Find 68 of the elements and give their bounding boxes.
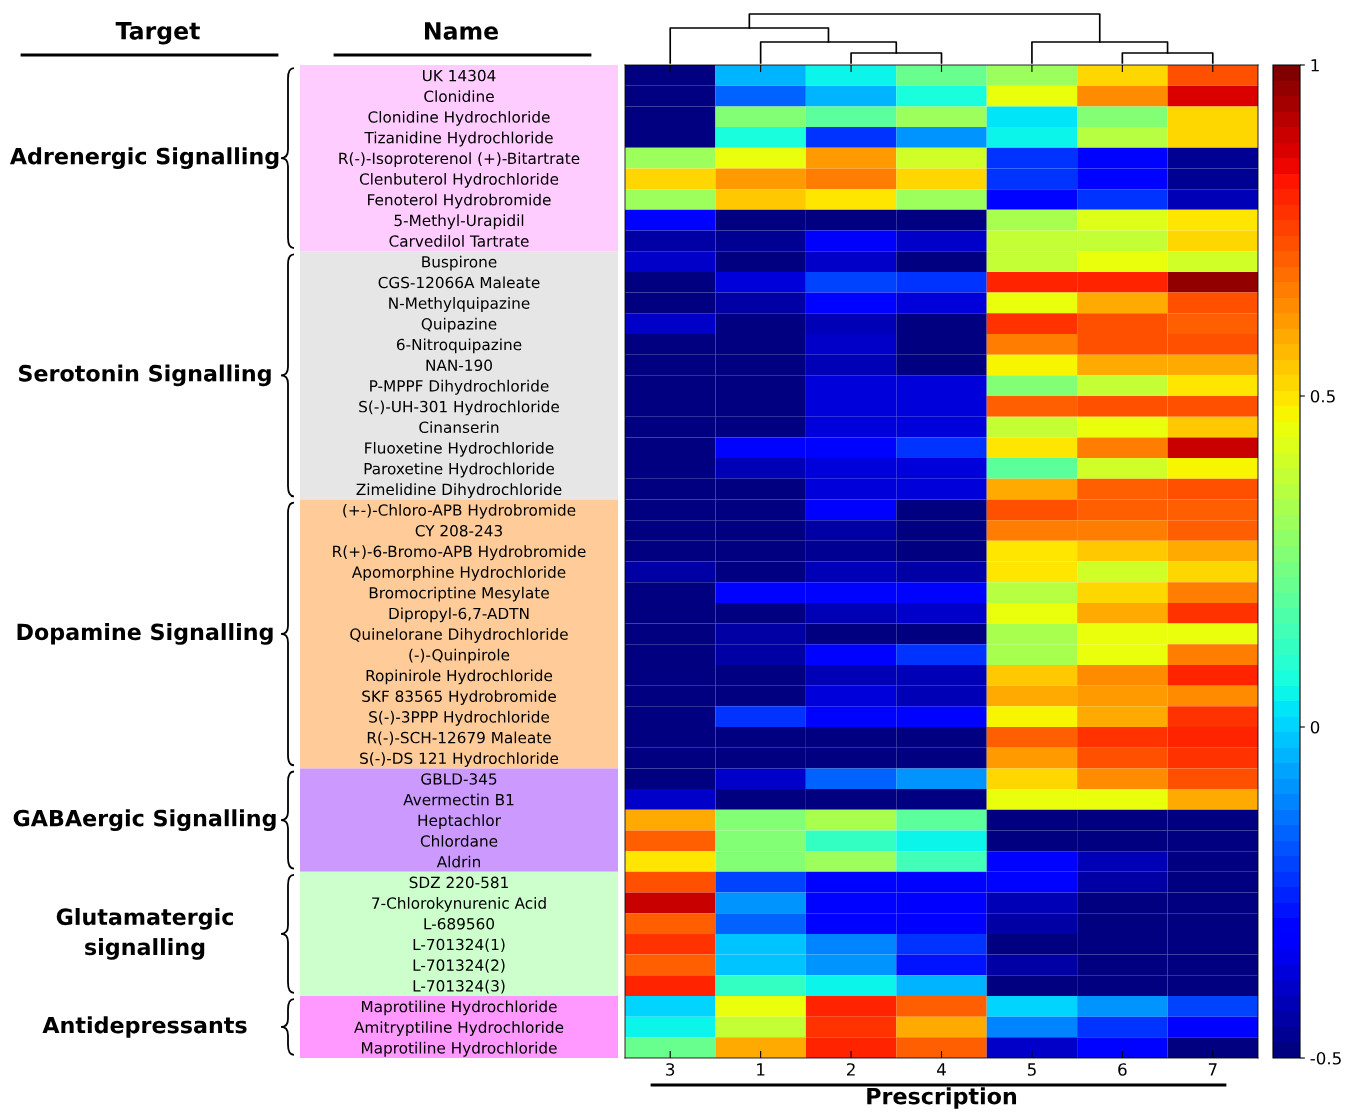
x-tick-label: 4 bbox=[937, 1063, 946, 1076]
y-tick-label: Carvedilol Tartrate bbox=[389, 235, 529, 247]
y-tick-label: S(-)-DS 121 Hydrochloride bbox=[360, 752, 559, 768]
y-tick-label: Tizanidine Hydrochloride bbox=[364, 131, 553, 147]
y-tick-label: R(-)-Isoproterenol (+)-Bitartrate bbox=[339, 152, 580, 168]
y-tick-label: Maprotiline Hydrochloride bbox=[362, 1000, 557, 1016]
x-tick-label: 7 bbox=[1208, 1063, 1217, 1076]
color-bar-label: 0 bbox=[1310, 720, 1320, 734]
y-tick-label: Clenbuterol Hydrochloride bbox=[359, 172, 559, 188]
y-tick-label: S(-)-3PPP Hydrochloride bbox=[369, 710, 550, 726]
y-tick-label: L-689560 bbox=[424, 918, 495, 930]
y-tick-label: Amitryptiline Hydrochloride bbox=[354, 1021, 564, 1036]
y-tick-label: R(+)-6-Bromo-APB Hydrobromide bbox=[333, 545, 586, 561]
y-tick-label: UK 14304 bbox=[423, 69, 496, 82]
y-tick-label: NAN-190 bbox=[426, 359, 492, 371]
y-tick-label: Heptachlor bbox=[418, 814, 501, 830]
color-bar-label: 0.5 bbox=[1310, 389, 1335, 403]
y-tick-label: 5-Methyl-Urapidil bbox=[394, 214, 524, 230]
text: Name bbox=[425, 22, 499, 40]
y-tick-label: 7-Chlorokynurenic Acid bbox=[372, 897, 546, 912]
y-tick-label: CY 208-243 bbox=[415, 524, 502, 537]
y-tick-label: Avermectin B1 bbox=[403, 793, 514, 806]
y-tick-label: Fluoxetine Hydrochloride bbox=[365, 441, 554, 457]
x-axis-title: Prescription bbox=[867, 1087, 1017, 1109]
y-tick-label: Cinanserin bbox=[419, 421, 499, 434]
y-tick-label: (-)-Quinpirole bbox=[409, 648, 510, 664]
x-tick-label: 5 bbox=[1027, 1063, 1036, 1076]
text: GABAergic Signalling bbox=[13, 809, 276, 831]
y-tick-label: Paroxetine Hydrochloride bbox=[364, 462, 554, 478]
y-tick-label: Fenoterol Hydrobromide bbox=[368, 193, 551, 209]
y-tick-label: Aldrin bbox=[436, 855, 480, 868]
y-tick-label: Dipropyl-6,7-ADTN bbox=[389, 607, 529, 623]
text: Adrenergic Signalling bbox=[9, 147, 279, 169]
y-tick-label: GBLD-345 bbox=[421, 773, 497, 785]
y-tick-label: Zimelidine Dihydrochloride bbox=[356, 483, 562, 499]
color-bar-label: -0.5 bbox=[1310, 1051, 1341, 1065]
text: Serotonin Signalling bbox=[19, 364, 271, 387]
y-tick-label: 6-Nitroquipazine bbox=[396, 338, 522, 354]
y-tick-label: L-701324(2) bbox=[413, 959, 505, 973]
y-tick-label: SKF 83565 Hydrobromide bbox=[362, 690, 556, 705]
text: Glutamatergic signalling bbox=[56, 907, 233, 960]
text: Target bbox=[115, 22, 200, 45]
y-tick-label: L-701324(1) bbox=[413, 938, 505, 953]
y-tick-label: L-701324(3) bbox=[413, 979, 505, 994]
text: Antidepressants bbox=[42, 1016, 247, 1038]
y-tick-label: CGS-12066A Maleate bbox=[378, 276, 540, 289]
y-tick-label: Bromocriptine Mesylate bbox=[369, 586, 549, 602]
y-tick-label: Clonidine Hydrochloride bbox=[368, 110, 550, 126]
y-tick-label: S(-)-UH-301 Hydrochloride bbox=[359, 400, 560, 416]
y-tick-label: Chlordane bbox=[420, 834, 498, 847]
y-tick-label: (+-)-Chloro-APB Hydrobromide bbox=[343, 503, 576, 519]
y-tick-label: Ropinirole Hydrochloride bbox=[366, 669, 553, 685]
x-tick-label: 1 bbox=[757, 1063, 765, 1076]
y-tick-label: P-MPPF Dihydrochloride bbox=[370, 379, 549, 395]
y-tick-label: Buspirone bbox=[422, 255, 497, 271]
y-tick-label: Quipazine bbox=[421, 317, 497, 333]
color-bar-label: 1 bbox=[1311, 59, 1319, 72]
y-tick-label: Maprotiline Hydrochloride bbox=[362, 1041, 557, 1057]
y-tick-label: Apomorphine Hydrochloride bbox=[351, 566, 566, 581]
y-tick-label: N-Methylquipazine bbox=[389, 297, 530, 312]
text: Dopamine Signalling bbox=[17, 623, 273, 645]
y-tick-label: Quinelorane Dihydrochloride bbox=[350, 628, 568, 643]
x-tick-label: 6 bbox=[1118, 1063, 1127, 1076]
x-tick-label: 2 bbox=[846, 1063, 855, 1076]
x-tick-label: 3 bbox=[666, 1063, 675, 1076]
y-tick-label: Clonidine bbox=[424, 90, 494, 103]
y-tick-label: R(-)-SCH-12679 Maleate bbox=[367, 731, 551, 746]
y-tick-label: SDZ 220-581 bbox=[409, 876, 508, 889]
